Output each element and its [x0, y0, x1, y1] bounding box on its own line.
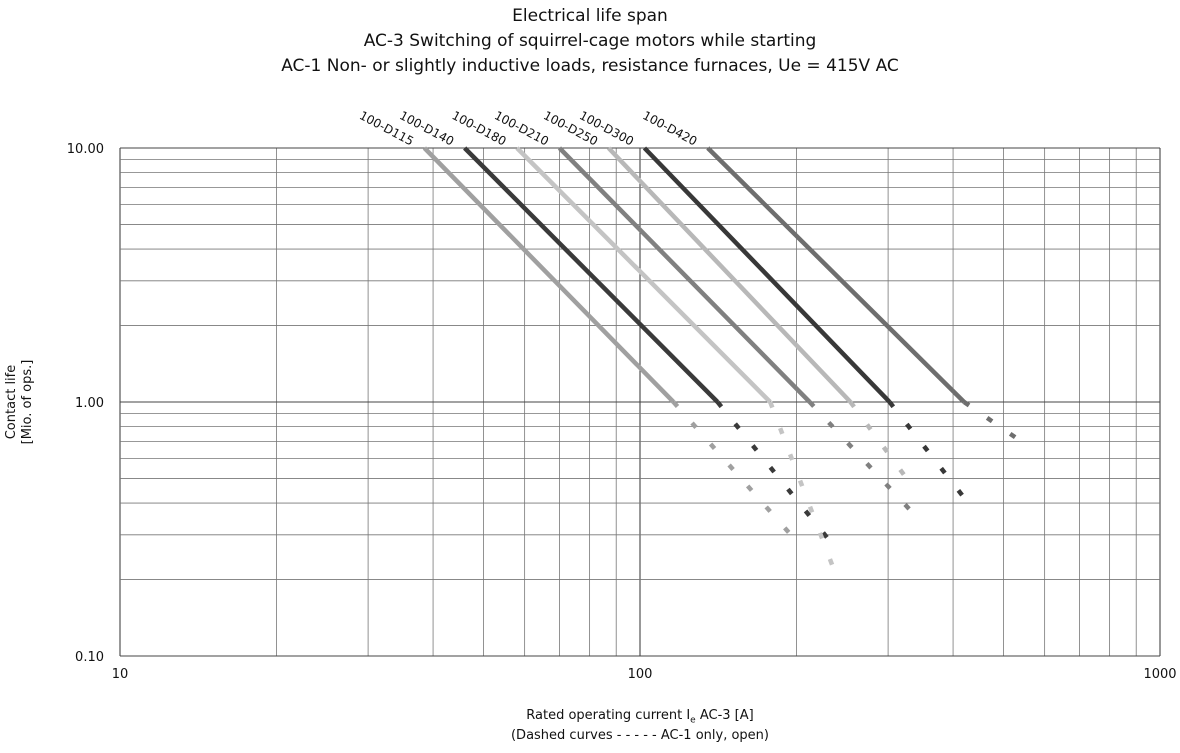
series-line-dashed: [671, 400, 793, 537]
series-label: 100-D420: [640, 108, 699, 148]
series-line-solid: [515, 146, 772, 404]
chart-grid: [119, 147, 1161, 657]
x-axis-label-suffix: AC-3 [A]: [695, 708, 754, 723]
x-tick-label: 10: [112, 667, 129, 682]
series-line-dashed: [848, 400, 914, 487]
y-tick-label: 1.00: [75, 396, 104, 411]
x-axis-label-subscript: e: [690, 715, 696, 726]
y-axis-label-line-2: [Mio. of ops.]: [20, 359, 35, 445]
series-line-dashed: [768, 401, 840, 581]
series-line-solid: [422, 146, 676, 404]
chart-series: [422, 146, 1018, 581]
chart-tick-labels: 10 100 1000 0.10 1.00 10.00: [67, 142, 1177, 682]
series-line-dashed: [808, 400, 914, 514]
chart-subtitle-1: AC-3 Switching of squirrel-cage motors w…: [363, 31, 817, 51]
chart-title: Electrical life span: [512, 6, 668, 26]
y-tick-label: 10.00: [67, 142, 104, 157]
x-tick-label: 100: [628, 667, 653, 682]
x-axis-label: Rated operating current Ie AC-3 [A]: [120, 708, 1160, 726]
series-line-solid: [706, 146, 966, 404]
series-line-dashed: [962, 400, 1018, 441]
series-line-solid: [606, 146, 853, 404]
series-line-dashed: [715, 400, 833, 544]
chart-series-labels: 100-D115100-D140100-D180100-D210100-D250…: [357, 108, 699, 148]
series-line-solid: [642, 146, 892, 404]
y-tick-label: 0.10: [75, 650, 104, 665]
x-tick-label: 1000: [1143, 667, 1176, 682]
y-axis-label-line-1: Contact life: [4, 364, 19, 440]
series-line-dashed: [887, 400, 966, 500]
chart-subtitle-2: AC-1 Non- or slightly inductive loads, r…: [281, 56, 899, 76]
y-axis-label: Contact life [Mio. of ops.]: [4, 360, 36, 445]
chart-title-block: Electrical life span AC-3 Switching of s…: [0, 4, 1180, 79]
x-axis-label-prefix: Rated operating current I: [526, 708, 691, 723]
x-axis-note: (Dashed curves - - - - - AC-1 only, open…: [510, 728, 769, 743]
series-line-solid: [463, 146, 720, 404]
series-line-solid: [557, 146, 812, 404]
